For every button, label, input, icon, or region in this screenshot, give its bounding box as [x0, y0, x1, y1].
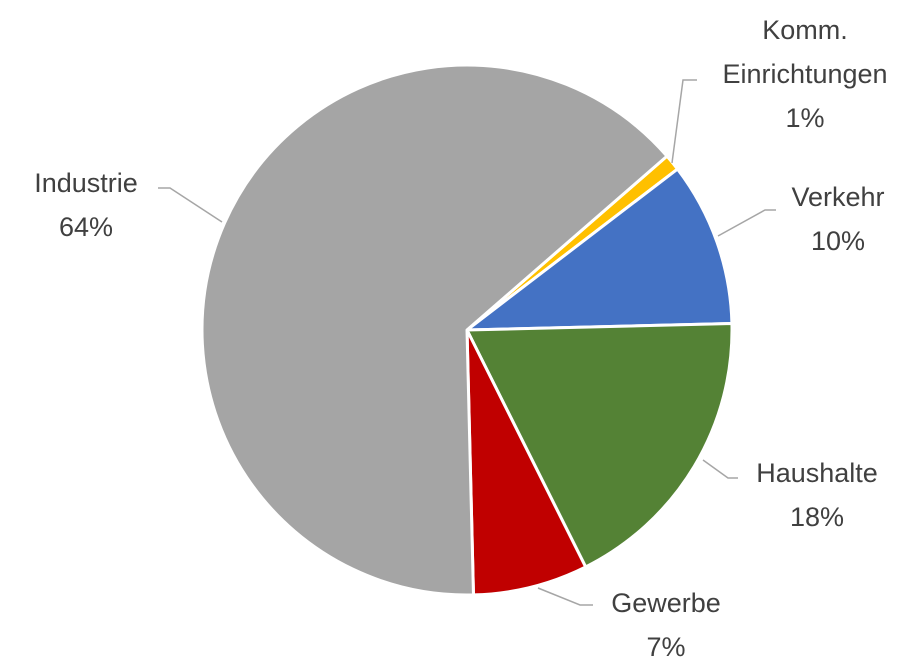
- category-label: Gewerbe: [611, 588, 721, 618]
- category-label: Haushalte: [756, 458, 878, 488]
- leader-line: [671, 79, 697, 164]
- data-label: Industrie 64%: [34, 161, 138, 249]
- pie-slice: [465, 328, 588, 597]
- category-label: Komm. Einrichtungen: [722, 15, 888, 89]
- data-label: Gewerbe 7%: [611, 581, 721, 659]
- value-label: 1%: [785, 103, 825, 133]
- category-label: Industrie: [34, 168, 138, 198]
- pie-slice: [465, 167, 734, 332]
- leader-line: [158, 187, 223, 223]
- value-label: 64%: [58, 212, 114, 242]
- pie-slice: [200, 63, 669, 597]
- value-label: 10%: [810, 226, 866, 256]
- pie-slice: [465, 322, 734, 569]
- leader-line: [717, 209, 776, 237]
- value-label: 7%: [646, 632, 686, 659]
- leader-line: [537, 587, 593, 606]
- data-label: Komm. Einrichtungen 1%: [690, 8, 916, 140]
- data-label: Verkehr 10%: [791, 175, 884, 263]
- category-label: Verkehr: [791, 182, 885, 212]
- leader-line: [702, 459, 738, 479]
- data-label: Haushalte 18%: [756, 451, 878, 539]
- value-label: 18%: [789, 502, 845, 532]
